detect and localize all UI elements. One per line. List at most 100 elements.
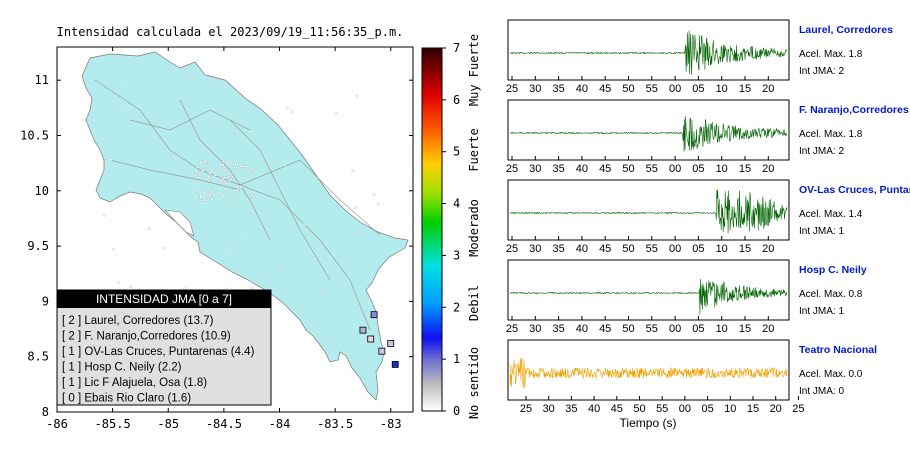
waveform-xlabel: Tiempo (s) xyxy=(620,416,677,430)
nicoya-gulf xyxy=(164,209,195,237)
town-dot xyxy=(252,167,255,170)
town-dot xyxy=(148,227,151,230)
station-int-jma: Int JMA: 1 xyxy=(799,306,844,317)
waveform-tick-label: 15 xyxy=(747,403,759,415)
map-xtick-label: -84.5 xyxy=(206,417,242,431)
map-xtick-label: -85.5 xyxy=(95,417,131,431)
waveform-tick-label: 35 xyxy=(552,323,564,335)
waveform-tick-label: 10 xyxy=(716,83,728,95)
town-dot xyxy=(223,169,226,172)
town-dot xyxy=(219,164,222,167)
town-dot xyxy=(105,163,108,166)
map-x-axis: -86 -85.5 -85 -84.5 -84 -83.5 -83 xyxy=(46,47,402,431)
colorbar-labels: No sentido Debil Moderado Fuerte Muy Fuerte xyxy=(467,34,481,419)
waveform-tick-label: 15 xyxy=(739,243,751,255)
colorbar-tick-label: 2 xyxy=(453,300,460,314)
waveform-tick-label: 35 xyxy=(552,243,564,255)
town-dot xyxy=(235,185,239,189)
town-dot xyxy=(234,194,237,197)
town-dot xyxy=(234,162,237,166)
town-dot xyxy=(357,232,361,235)
waveform-tick-label: 45 xyxy=(599,163,611,175)
waveform-tick-label: 20 xyxy=(762,83,774,95)
station-markers xyxy=(359,311,399,368)
waveform-tick-label: 25 xyxy=(792,403,804,415)
waveform-tick-label: 45 xyxy=(599,323,611,335)
colorbar-scale xyxy=(421,47,443,412)
town-dot xyxy=(212,123,215,126)
town-dot xyxy=(186,75,189,78)
town-dot xyxy=(109,158,113,161)
waveform-tick-label: 00 xyxy=(679,403,691,415)
town-dot xyxy=(221,163,225,166)
town-dot xyxy=(291,110,294,113)
waveform-frame xyxy=(507,19,790,81)
town-dot xyxy=(239,165,242,168)
map-legend: INTENSIDAD JMA [0 a 7] [ 2 ] Laurel, Cor… xyxy=(56,289,272,406)
map-xtick-label: -83.5 xyxy=(317,417,353,431)
waveform-tick-label: 25 xyxy=(506,163,518,175)
town-dot xyxy=(198,174,201,177)
colorbar-class-label: No sentido xyxy=(467,347,481,419)
waveform-tick-label: 55 xyxy=(646,83,658,95)
waveform-tick-label: 45 xyxy=(599,83,611,95)
town-dot xyxy=(208,193,211,196)
waveform-tick-label: 40 xyxy=(576,83,588,95)
town-dot xyxy=(195,174,198,177)
town-dot xyxy=(376,203,380,206)
waveform-tick-label: 30 xyxy=(529,83,541,95)
colorbar-tick-label: 0 xyxy=(453,404,460,418)
town-dot xyxy=(222,87,225,91)
waveform-tick-label: 30 xyxy=(529,163,541,175)
waveform-tick-label: 55 xyxy=(646,243,658,255)
town-dot xyxy=(250,194,253,197)
station-int-jma: Int JMA: 2 xyxy=(799,146,844,157)
town-dot xyxy=(285,106,289,110)
legend-entry: [ 2 ] F. Naranjo,Corredores (10.9) xyxy=(62,331,231,343)
town-dot xyxy=(236,189,239,192)
colorbar-class-label: Fuerte xyxy=(467,128,481,171)
town-dot xyxy=(251,198,254,201)
town-dot xyxy=(237,187,240,191)
waveform-trace xyxy=(509,115,788,152)
waveform-tick-label: 20 xyxy=(762,323,774,335)
legend-entry: [ 0 ] Ebais Rio Claro (1.6) xyxy=(62,393,191,405)
town-dot xyxy=(222,160,225,163)
town-dot xyxy=(203,168,206,172)
waveform-tick-label: 50 xyxy=(622,83,634,95)
town-dot xyxy=(210,169,213,172)
station-acel-max: Acel. Max. 1.8 xyxy=(799,129,863,140)
waveform-panel: 25 30 35 40 45 50 55 00 05 10 15 20 Laurel, Corredor… xyxy=(506,19,893,95)
town-dot xyxy=(355,95,359,98)
colorbar-class-label: Debil xyxy=(467,285,481,321)
town-dot xyxy=(227,202,230,205)
waveform-frame xyxy=(507,99,790,161)
waveform-panel: 25 30 35 40 45 50 55 00 05 10 15 20 Hosp C. Neily Ace… xyxy=(506,259,867,335)
town-dot xyxy=(204,159,208,163)
town-dot xyxy=(117,281,120,284)
station-name: F. Naranjo,Corredores xyxy=(799,104,909,116)
legend-header-bar xyxy=(57,290,271,308)
town-dot xyxy=(205,199,208,202)
colorbar-label-group: Fuerte xyxy=(467,128,481,171)
town-dot xyxy=(118,86,122,89)
colorbar-class-label: Muy Fuerte xyxy=(467,34,481,106)
town-dot xyxy=(235,171,238,174)
waveform-tick-label: 35 xyxy=(565,403,577,415)
map-xtick-label: -83 xyxy=(380,417,402,431)
town-dot xyxy=(197,176,201,179)
waveform-tick-label: 00 xyxy=(669,163,681,175)
town-dot xyxy=(232,163,235,166)
waveform-tick-label: 15 xyxy=(739,83,751,95)
map-ytick-label: 8.5 xyxy=(27,350,49,364)
town-dot xyxy=(302,223,306,226)
town-dot xyxy=(211,192,214,195)
town-dot xyxy=(251,287,254,290)
town-dot xyxy=(199,195,202,198)
town-dot xyxy=(214,174,217,177)
colorbar-tick-label: 3 xyxy=(453,248,460,262)
waveform-tick-label: 45 xyxy=(611,403,623,415)
town-dot xyxy=(230,178,233,181)
map-ytick-label: 8 xyxy=(42,405,49,419)
waveform-panel: 25 30 35 40 45 50 55 00 05 10 15 20 F. Naranjo,Corre… xyxy=(506,99,909,175)
